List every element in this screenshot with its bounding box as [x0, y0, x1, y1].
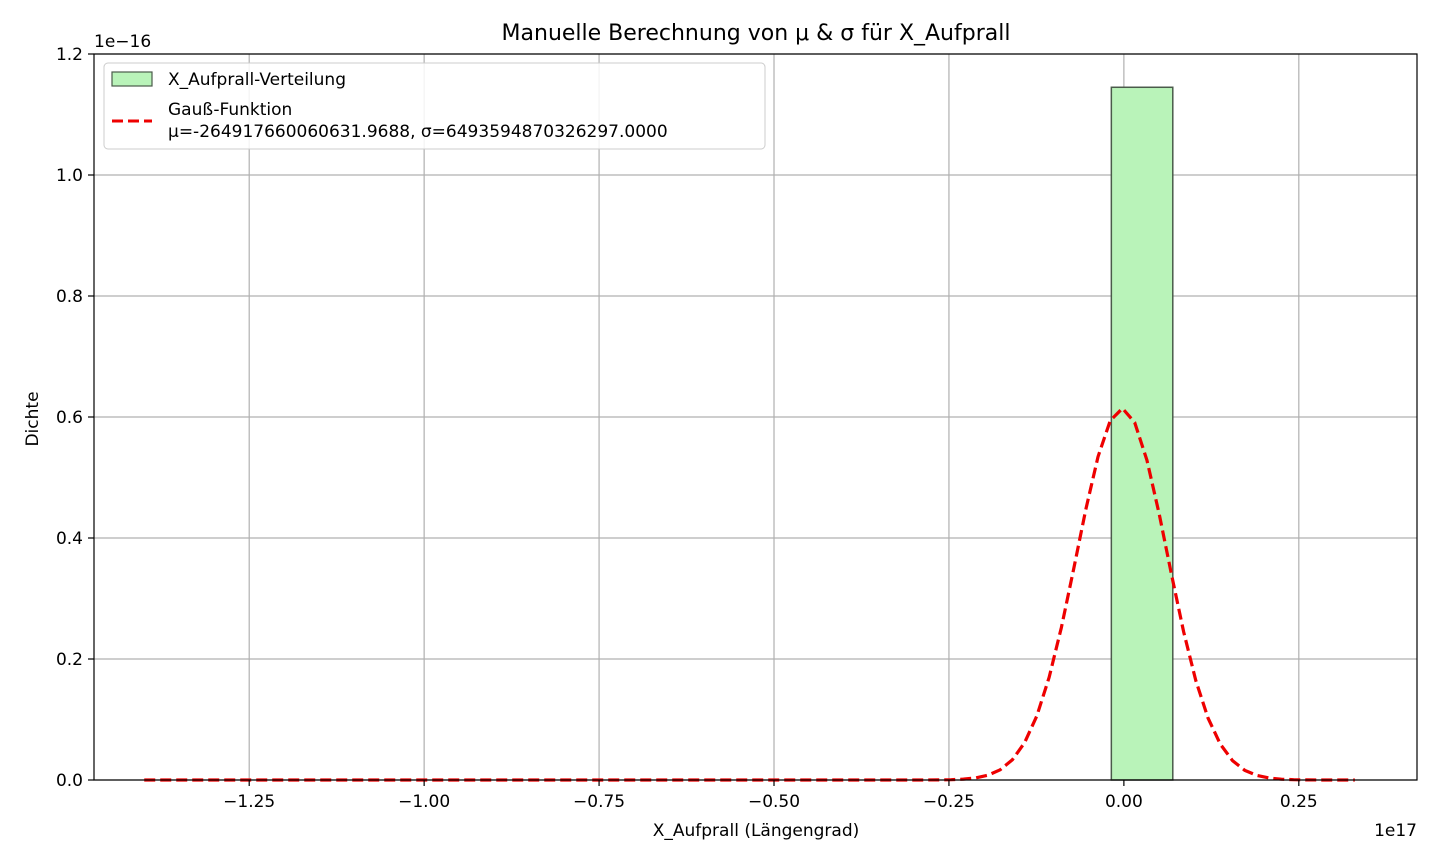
legend-histogram-label: X_Aufprall-Verteilung	[168, 70, 346, 90]
y-tick-label: 0.0	[56, 771, 83, 791]
x-tick-label: −1.00	[398, 792, 450, 812]
chart-title: Manuelle Berechnung von μ & σ für X_Aufp…	[502, 21, 1011, 46]
y-tick-label: 1.0	[56, 166, 83, 186]
x-offset-text: 1e17	[1374, 821, 1417, 841]
legend-gaussian-label-line2: μ=-264917660060631.9688, σ=6493594870326…	[168, 122, 668, 142]
x-tick-label: −0.50	[748, 792, 800, 812]
histogram-bar	[1110, 86, 1174, 781]
x-tick-label: −0.75	[573, 792, 625, 812]
legend-histogram-swatch	[111, 71, 153, 87]
x-tick-label: −0.25	[923, 792, 975, 812]
legend-gaussian-label-line1: Gauß-Funktion	[168, 100, 292, 120]
grid-lines	[94, 53, 1417, 781]
y-tick-label: 0.6	[56, 408, 83, 428]
histogram-bars	[1110, 86, 1174, 781]
x-axis-ticks: −1.25 −1.00 −0.75 −0.50 −0.25 0.00 0.25	[223, 780, 1318, 812]
x-tick-label: −1.25	[223, 792, 275, 812]
y-axis-ticks: 0.0 0.2 0.4 0.6 0.8 1.0 1.2	[56, 45, 94, 791]
y-axis-label: Dichte	[23, 391, 43, 446]
y-tick-label: 0.4	[56, 529, 83, 549]
x-tick-label: 0.00	[1105, 792, 1143, 812]
y-tick-label: 0.8	[56, 287, 83, 307]
x-tick-label: 0.25	[1280, 792, 1318, 812]
legend-box	[103, 62, 766, 150]
y-offset-text: 1e−16	[94, 32, 151, 52]
x-axis-label: X_Aufprall (Längengrad)	[653, 821, 860, 841]
legend: X_Aufprall-Verteilung Gauß-Funktion μ=-2…	[103, 62, 766, 150]
y-tick-label: 1.2	[56, 45, 83, 65]
y-tick-label: 0.2	[56, 650, 83, 670]
